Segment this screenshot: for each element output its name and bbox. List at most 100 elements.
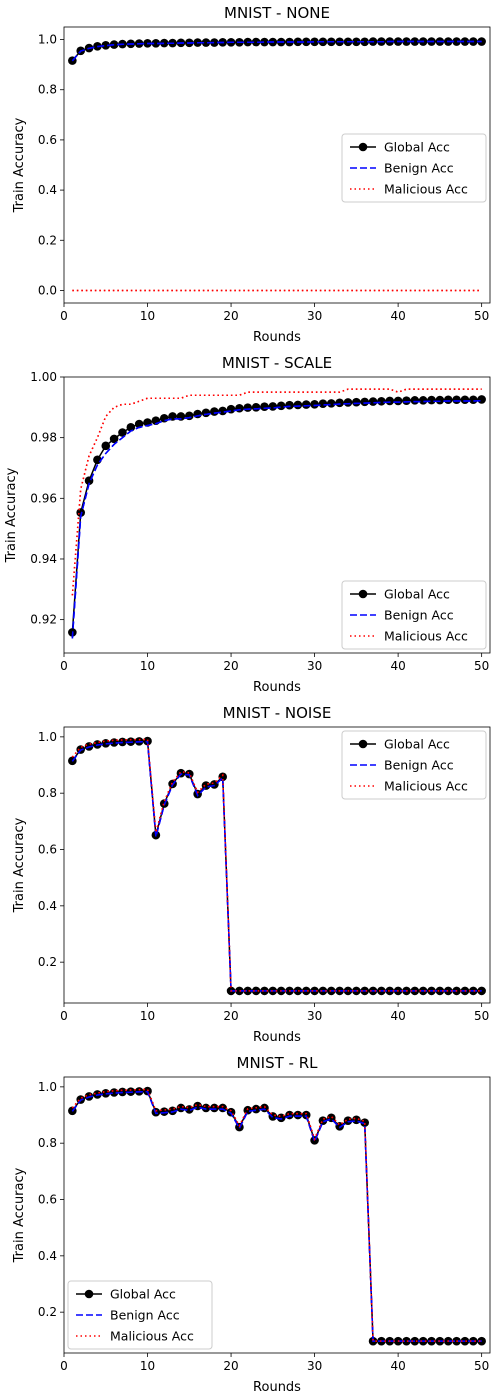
legend-label: Global Acc [110,1287,176,1302]
y-tick-label: 0.8 [38,83,57,97]
chart-panel: MNIST - NONE 0 10 20 30 40 50 0.0 0.2 0.4 0.6 0.8 1.… [12,4,491,345]
y-tick-label: 0.4 [38,1249,57,1263]
x-tick-label: 30 [307,1359,322,1373]
x-tick-label: 50 [474,1009,489,1023]
data-point [76,508,86,517]
y-tick-label: 0.98 [30,431,57,445]
legend-label: Global Acc [384,140,450,155]
data-point [293,986,303,996]
x-tick-label: 30 [307,659,322,673]
x-tick-label: 20 [223,659,238,673]
data-point [452,37,461,46]
data-point [352,37,361,47]
x-tick-label: 20 [223,1009,238,1023]
data-point [352,1115,361,1125]
x-axis-label: Rounds [253,1380,301,1395]
data-point [285,400,294,410]
x-tick-label: 0 [60,1359,68,1373]
data-point [159,1107,169,1116]
data-point [435,395,445,405]
data-point [318,1116,328,1125]
legend-box [341,580,487,650]
y-tick-label: 0.94 [30,552,57,566]
x-axis-label: Rounds [253,1030,301,1045]
legend: Global Acc Benign Acc Malicious Acc [67,1280,213,1350]
series-overlay [71,1090,482,1342]
y-axis-label: Train Accuracy [12,117,27,213]
data-point [260,1103,269,1113]
data-point [235,403,244,413]
x-tick-label: 20 [223,309,238,323]
plot-frame [63,376,491,654]
data-point [285,1110,294,1120]
legend: Global Acc Benign Acc Malicious Acc [341,580,487,650]
series-overlay [71,738,482,992]
plot-area [68,1086,486,1346]
data-point [343,398,353,407]
y-tick-label: 0.6 [38,843,57,857]
series-overlay [71,740,482,992]
data-point [235,986,244,996]
data-point [176,768,186,778]
data-point [151,39,161,48]
data-point [310,37,319,47]
legend-marker [358,739,368,749]
x-axis-label: Rounds [253,330,301,345]
x-tick-label: 10 [140,1009,155,1023]
series-overlay [71,388,482,596]
legend-box [67,1280,213,1350]
plot-area [68,388,486,639]
data-point [210,38,219,47]
data-point [201,408,211,418]
data-point [276,401,286,411]
data-point [226,1107,236,1117]
legend-label: Benign Acc [384,161,454,176]
data-point [126,423,136,432]
y-tick-label: 0.0 [38,283,57,297]
data-point [326,399,336,408]
plot-frame [63,1076,491,1354]
data-point [418,396,428,405]
chart-panel: MNIST - SCALE 0 10 20 30 40 50 0.92 0.94 0.96 0.98… [4,354,491,695]
data-point [393,396,403,406]
data-point [243,1105,253,1115]
data-point [301,1110,311,1120]
chart-title: MNIST - SCALE [222,354,332,372]
data-point [101,441,111,451]
data-point [443,986,453,996]
y-axis-label: Train Accuracy [12,817,27,913]
data-point [352,397,361,407]
x-tick-label: 10 [140,659,155,673]
data-point [118,428,127,437]
x-axis-label: Rounds [253,680,301,695]
y-tick-label: 1.00 [30,370,57,384]
x-tick-label: 10 [140,309,155,323]
data-point [268,1112,278,1121]
legend-label: Benign Acc [384,608,454,623]
legend: Global Acc Benign Acc Malicious Acc [341,133,487,203]
data-point [310,399,319,409]
x-tick-label: 50 [474,309,489,323]
x-tick-label: 0 [60,659,68,673]
y-tick-label: 1.0 [38,33,57,47]
data-point [176,1103,186,1113]
data-point [301,37,311,47]
data-point [251,37,261,47]
x-tick-label: 10 [140,1359,155,1373]
data-point [101,41,111,50]
legend-box [341,730,487,800]
legend: Global Acc Benign Acc Malicious Acc [341,730,487,800]
legend-label: Global Acc [384,587,450,602]
x-tick-label: 30 [307,309,322,323]
legend-label: Global Acc [384,737,450,752]
y-tick-label: 0.8 [38,1136,57,1150]
data-point [243,403,253,412]
data-point [293,400,303,410]
data-point [210,780,219,789]
data-point [318,399,328,408]
data-point [268,402,278,411]
chart-panel: MNIST - NOISE 0 10 20 30 40 50 0.2 0.4 0.6 0.8 1.0 R… [12,704,491,1045]
data-point [159,38,169,48]
data-point [360,397,370,407]
data-point [402,1336,411,1346]
